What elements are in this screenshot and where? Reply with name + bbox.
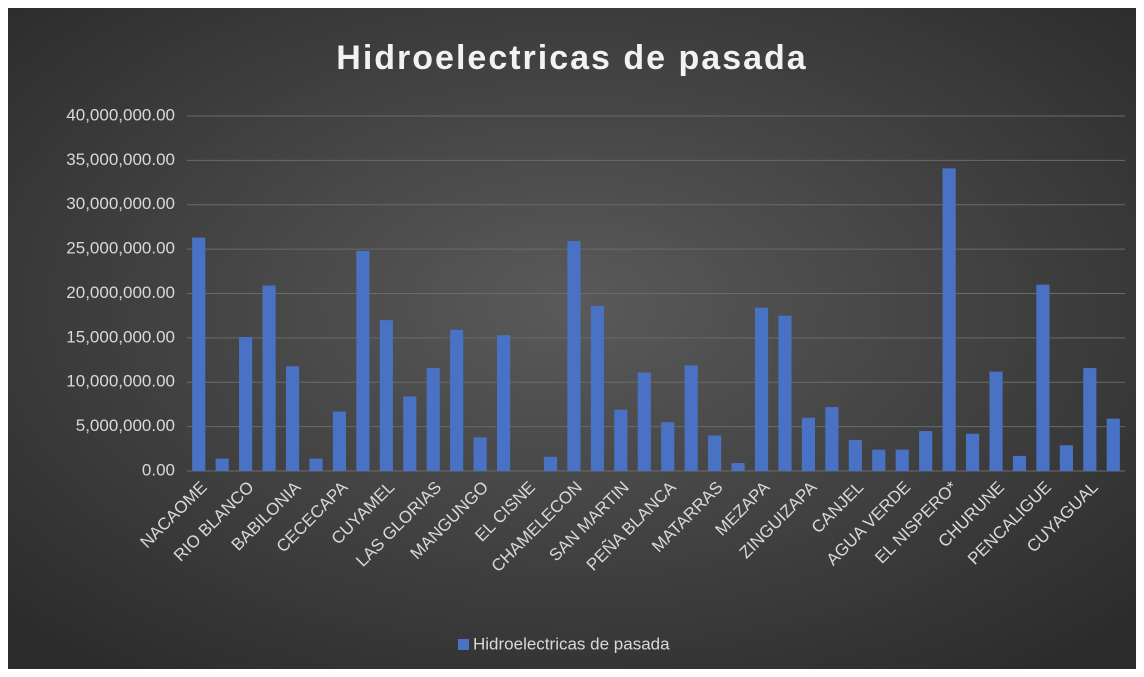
y-tick-label: 0.00 [142, 460, 175, 479]
bar [473, 437, 487, 471]
bar [262, 285, 276, 471]
bar [239, 336, 253, 471]
bar [919, 431, 933, 471]
bar [731, 463, 745, 471]
bar [1083, 368, 1097, 471]
y-tick-label: 25,000,000.00 [66, 239, 175, 258]
bar [450, 329, 464, 471]
bar [215, 458, 229, 471]
bar [801, 417, 815, 471]
y-tick-label: 30,000,000.00 [66, 194, 175, 213]
bar [543, 456, 558, 471]
bar [403, 396, 417, 471]
bar [614, 409, 628, 471]
bar [1106, 418, 1120, 471]
bar [708, 435, 722, 471]
bar [426, 368, 440, 471]
bar [989, 371, 1003, 471]
bar [661, 422, 675, 471]
y-tick-label: 40,000,000.00 [66, 105, 175, 124]
bar [192, 237, 206, 471]
bar [778, 315, 792, 471]
y-tick-label: 15,000,000.00 [66, 327, 175, 346]
bar [497, 335, 511, 471]
bar [590, 305, 604, 471]
bar [872, 449, 886, 471]
bar [966, 433, 980, 471]
bar [1059, 445, 1073, 471]
bar [637, 372, 651, 471]
bar [1012, 455, 1027, 471]
bar [942, 168, 956, 472]
bar [1036, 284, 1050, 471]
bar [332, 411, 346, 471]
bar [895, 449, 909, 471]
legend-label: Hidroelectricas de pasada [473, 634, 670, 653]
legend-swatch [458, 639, 469, 650]
bar [754, 307, 769, 471]
chart-title: Hidroelectricas de pasada [336, 39, 807, 77]
bar [285, 366, 300, 471]
bar [356, 250, 370, 471]
y-tick-label: 20,000,000.00 [66, 283, 175, 302]
y-tick-label: 5,000,000.00 [76, 416, 175, 435]
bar [684, 365, 698, 471]
y-tick-label: 10,000,000.00 [66, 372, 175, 391]
bar [309, 458, 323, 471]
bar [379, 320, 393, 471]
y-tick-label: 35,000,000.00 [66, 150, 175, 169]
bar [567, 241, 581, 471]
bar [825, 407, 839, 471]
bar [848, 439, 862, 471]
